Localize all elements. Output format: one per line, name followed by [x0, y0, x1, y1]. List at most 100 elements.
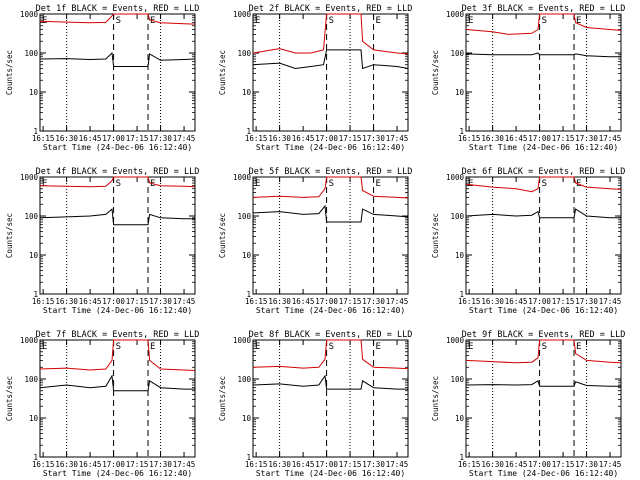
x-tick-label: 16:30: [55, 297, 78, 306]
lld-rate-line: [465, 339, 622, 364]
x-tick-label: 17:45: [173, 460, 196, 469]
x-tick-label: 17:00: [315, 134, 338, 143]
x-tick-label: 16:30: [481, 134, 504, 143]
events-rate-line: [465, 380, 621, 387]
y-tick-label: 10: [29, 88, 39, 97]
y-tick-label: 1: [33, 127, 38, 136]
y-axis-label: Counts/sec: [218, 213, 227, 258]
y-axis-label: Counts/sec: [5, 50, 14, 95]
event-marker-label: S: [116, 16, 121, 26]
events-rate-line: [252, 49, 409, 70]
x-tick-label: 17:30: [575, 297, 598, 306]
event-marker-label: S: [329, 179, 334, 189]
y-tick-label: 10: [242, 414, 252, 423]
plot-frame: [465, 176, 622, 295]
event-marker-label: E: [255, 179, 260, 189]
y-tick-label: 1000: [446, 173, 465, 182]
x-tick-label: 17:15: [126, 134, 149, 143]
x-tick-label: 17:30: [575, 460, 598, 469]
event-marker-label: E: [468, 342, 473, 352]
panel-title: Det 1f BLACK = Events, RED = LLD: [36, 4, 200, 14]
event-marker-label: E: [576, 342, 581, 352]
x-axis-label: Start Time (24-Dec-06 16:12:40): [469, 306, 618, 315]
y-tick-label: 100: [24, 375, 38, 384]
x-tick-label: 17:30: [149, 297, 172, 306]
x-tick-label: 17:15: [552, 297, 575, 306]
lld-rate-line: [252, 339, 409, 370]
x-tick-label: 16:45: [505, 297, 528, 306]
detector-panel: Det 6f BLACK = Events, RED = LLD 1 10 100 10…: [431, 167, 625, 315]
event-marker-label: S: [542, 342, 547, 352]
y-tick-label: 1: [33, 453, 38, 462]
event-marker-label: E: [576, 16, 581, 26]
y-tick-label: 1: [33, 290, 38, 299]
x-tick-label: 16:15: [32, 460, 55, 469]
plot-frame: [39, 13, 196, 132]
x-tick-label: 17:15: [552, 460, 575, 469]
x-tick-label: 17:45: [599, 460, 622, 469]
x-tick-label: 16:30: [268, 297, 291, 306]
x-tick-label: 16:30: [268, 460, 291, 469]
detector-panel: Det 5f BLACK = Events, RED = LLD 1 10 100 10…: [218, 167, 412, 315]
plot-frame: [252, 176, 409, 295]
y-tick-label: 1: [246, 127, 251, 136]
x-tick-label: 17:45: [386, 134, 409, 143]
event-marker-label: E: [376, 179, 381, 189]
lld-rate-line: [39, 339, 196, 371]
x-tick-label: 16:30: [55, 460, 78, 469]
x-tick-label: 16:15: [458, 297, 481, 306]
x-tick-label: 17:15: [552, 134, 575, 143]
detector-panel: Det 8f BLACK = Events, RED = LLD 1 10 100 10…: [218, 330, 412, 478]
lld-rate-line: [465, 13, 622, 35]
event-marker-label: E: [150, 342, 155, 352]
y-tick-label: 10: [29, 251, 39, 260]
panel-title: Det 4f BLACK = Events, RED = LLD: [36, 167, 200, 177]
x-tick-label: 17:00: [315, 297, 338, 306]
y-tick-label: 10: [455, 88, 465, 97]
lld-rate-line: [39, 13, 196, 25]
x-tick-label: 16:15: [32, 297, 55, 306]
event-marker-label: E: [255, 16, 260, 26]
y-tick-label: 100: [24, 49, 38, 58]
x-tick-label: 16:45: [292, 460, 315, 469]
y-tick-label: 10: [29, 414, 39, 423]
event-marker-label: E: [255, 342, 260, 352]
x-tick-label: 16:15: [245, 460, 268, 469]
detector-panel: Det 7f BLACK = Events, RED = LLD 1 10 100 10…: [5, 330, 199, 478]
x-axis-label: Start Time (24-Dec-06 16:12:40): [256, 469, 405, 478]
y-tick-label: 1000: [446, 10, 465, 19]
y-tick-label: 100: [237, 375, 251, 384]
event-marker-label: S: [329, 16, 334, 26]
x-axis-label: Start Time (24-Dec-06 16:12:40): [43, 306, 192, 315]
event-marker-label: E: [468, 16, 473, 26]
y-tick-label: 10: [242, 251, 252, 260]
events-rate-line: [252, 204, 409, 223]
event-marker-label: S: [329, 342, 334, 352]
x-tick-label: 16:45: [505, 134, 528, 143]
x-tick-label: 16:15: [32, 134, 55, 143]
x-tick-label: 17:30: [362, 460, 385, 469]
y-tick-label: 1000: [233, 173, 252, 182]
event-marker-label: S: [116, 342, 121, 352]
detector-panel: Det 2f BLACK = Events, RED = LLD 1 10 100 10…: [218, 4, 412, 152]
panel-title: Det 2f BLACK = Events, RED = LLD: [249, 4, 413, 14]
x-tick-label: 17:15: [339, 134, 362, 143]
plot-frame: [252, 13, 409, 132]
y-tick-label: 100: [237, 49, 251, 58]
y-axis-label: Counts/sec: [431, 376, 440, 421]
y-tick-label: 1: [246, 290, 251, 299]
panel-title: Det 8f BLACK = Events, RED = LLD: [249, 330, 413, 340]
y-tick-label: 10: [455, 251, 465, 260]
y-tick-label: 10: [455, 414, 465, 423]
x-tick-label: 16:45: [79, 297, 102, 306]
x-tick-label: 16:45: [79, 134, 102, 143]
y-tick-label: 1000: [20, 10, 39, 19]
x-tick-label: 17:30: [362, 134, 385, 143]
x-tick-label: 17:15: [126, 297, 149, 306]
x-tick-label: 16:15: [458, 460, 481, 469]
x-tick-label: 17:00: [528, 134, 551, 143]
x-tick-label: 17:00: [102, 297, 125, 306]
y-axis-label: Counts/sec: [218, 50, 227, 95]
events-rate-line: [39, 208, 195, 226]
y-tick-label: 100: [450, 212, 464, 221]
